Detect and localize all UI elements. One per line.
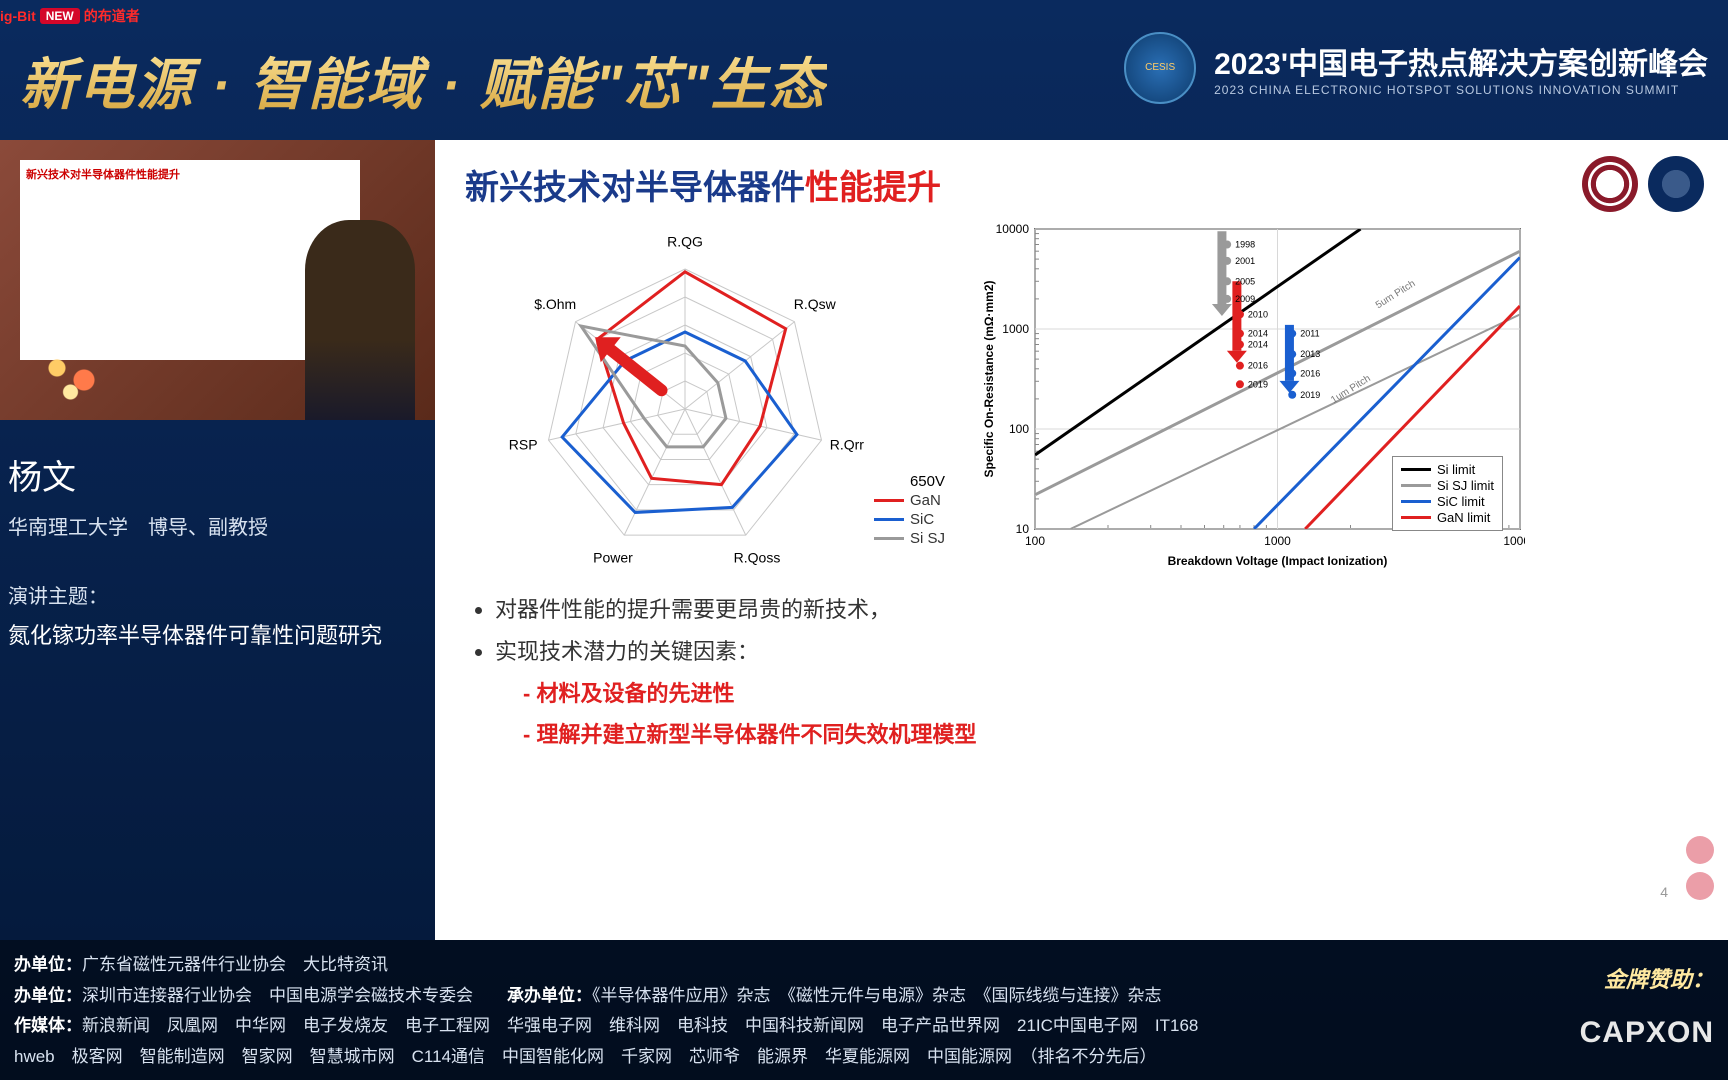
- svg-text:2001: 2001: [1235, 256, 1255, 266]
- svg-text:Breakdown Voltage (Impact Ioni: Breakdown Voltage (Impact Ionization): [1168, 554, 1388, 568]
- brand-new-badge: NEW: [40, 8, 80, 24]
- sponsor-column: 金牌赞助： CAPXON: [1454, 950, 1714, 1070]
- slide-title: 新兴技术对半导体器件性能提升: [465, 160, 1698, 209]
- nav-dots: [1686, 836, 1714, 900]
- svg-text:1000: 1000: [1002, 322, 1029, 336]
- sub-bullet-1: 材料及设备的先进性: [495, 673, 1698, 715]
- legend-gan: GaN limit: [1401, 510, 1494, 525]
- legend-swatch-sic: [1401, 500, 1431, 503]
- speaker-affiliation: 华南理工大学 博导、副教授: [8, 511, 425, 540]
- svg-text:R.Qsw: R.Qsw: [794, 296, 837, 312]
- loglog-legend: Si limit Si SJ limit SiC limit GaN limit: [1392, 456, 1503, 531]
- university-logo-b-icon: [1648, 156, 1704, 212]
- slide-title-b: 性能提升: [805, 169, 941, 207]
- footer-row-2: 办单位：深圳市连接器行业协会 中国电源学会磁技术专委会 承办单位：《半导体器件应…: [14, 981, 1454, 1012]
- university-logo-a-icon: [1582, 156, 1638, 212]
- slide-logos: [1582, 156, 1704, 212]
- svg-text:2013: 2013: [1300, 349, 1320, 359]
- svg-text:R.QG: R.QG: [667, 234, 703, 250]
- svg-text:10000: 10000: [1503, 534, 1525, 548]
- flowers-icon: [30, 350, 120, 410]
- loglog-chart: 10010001000010100100010000Breakdown Volt…: [975, 219, 1525, 579]
- svg-text:10: 10: [1016, 522, 1030, 536]
- legend-swatch-sic: [874, 518, 904, 521]
- svg-text:10000: 10000: [996, 222, 1030, 236]
- main: 新兴技术对半导体器件性能提升 杨文 华南理工大学 博导、副教授 演讲主题： 氮化…: [0, 140, 1728, 940]
- bullet-1: 对器件性能的提升需要更昂贵的新技术，: [495, 589, 1698, 631]
- svg-text:2014: 2014: [1248, 329, 1268, 339]
- footer-row-4: hweb 极客网 智能制造网 智家网 智慧城市网 C114通信 中国智能化网 千…: [14, 1042, 1454, 1073]
- brand-name: ig-Bit: [0, 8, 36, 24]
- legend-swatch-sisj: [1401, 484, 1431, 487]
- svg-text:R.Qoss: R.Qoss: [734, 549, 781, 565]
- svg-text:2014: 2014: [1248, 339, 1268, 349]
- sub-bullet-2: 理解并建立新型半导体器件不同失效机理模型: [495, 714, 1698, 756]
- speaker-photo: 新兴技术对半导体器件性能提升: [0, 140, 435, 420]
- svg-text:2019: 2019: [1248, 379, 1268, 389]
- footer-row-1: 办单位：广东省磁性元器件行业协会 大比特资讯: [14, 950, 1454, 981]
- legend-item-gan: GaN: [874, 492, 945, 509]
- svg-text:2005: 2005: [1235, 276, 1255, 286]
- bullets: 对器件性能的提升需要更昂贵的新技术， 实现技术潜力的关键因素： 材料及设备的先进…: [465, 589, 1698, 756]
- footer: 办单位：广东省磁性元器件行业协会 大比特资讯 办单位：深圳市连接器行业协会 中国…: [0, 940, 1728, 1080]
- summit-title-en: 2023 CHINA ELECTRONIC HOTSPOT SOLUTIONS …: [1214, 83, 1708, 97]
- speaker-column: 新兴技术对半导体器件性能提升 杨文 华南理工大学 博导、副教授 演讲主题： 氮化…: [0, 140, 435, 940]
- speaker-name: 杨文: [8, 450, 425, 499]
- brand-suffix: 的布道者: [84, 6, 140, 26]
- legend-item-sic: SiC: [874, 511, 945, 528]
- svg-text:$.Ohm: $.Ohm: [534, 296, 576, 312]
- legend-swatch-sisj: [874, 537, 904, 540]
- svg-text:Specific On-Resistance (mΩ·mm2: Specific On-Resistance (mΩ·mm2): [982, 280, 996, 477]
- footer-main: 办单位：广东省磁性元器件行业协会 大比特资讯 办单位：深圳市连接器行业协会 中国…: [14, 950, 1454, 1070]
- footer-row-3: 作媒体：新浪新闻 凤凰网 中华网 电子发烧友 电子工程网 华强电子网 维科网 电…: [14, 1011, 1454, 1042]
- radar-legend-header: 650V: [874, 473, 945, 490]
- legend-si: Si limit: [1401, 462, 1494, 477]
- svg-text:2019: 2019: [1300, 390, 1320, 400]
- svg-text:1000: 1000: [1264, 534, 1291, 548]
- speaker-info: 杨文 华南理工大学 博导、副教授 演讲主题： 氮化镓功率半导体器件可靠性问题研究: [0, 420, 435, 662]
- svg-text:Power: Power: [593, 549, 633, 565]
- svg-text:R.Qrr: R.Qrr: [830, 437, 865, 453]
- radar-legend: 650V GaN SiC Si SJ: [874, 473, 945, 549]
- svg-text:2011: 2011: [1300, 329, 1319, 339]
- slogan: 新电源 · 智能域 · 赋能"芯"生态: [20, 40, 827, 121]
- speaker-silhouette-icon: [305, 220, 415, 420]
- sponsor-logo: CAPXON: [1580, 1006, 1714, 1060]
- svg-text:100: 100: [1025, 534, 1045, 548]
- bullet-2: 实现技术潜力的关键因素：: [495, 631, 1698, 673]
- topic-title: 氮化镓功率半导体器件可靠性问题研究: [8, 619, 425, 652]
- summit-logo-icon: CESIS: [1124, 32, 1196, 104]
- legend-swatch-si: [1401, 468, 1431, 471]
- radar-chart: R.QG R.Qsw R.Qrr R.Qoss Power RSP $.Ohm 650V G…: [465, 219, 945, 579]
- legend-swatch-gan: [1401, 516, 1431, 519]
- svg-text:2016: 2016: [1300, 368, 1320, 378]
- photo-slide-title: 新兴技术对半导体器件性能提升: [26, 166, 354, 182]
- charts-row: R.QG R.Qsw R.Qrr R.Qoss Power RSP $.Ohm 650V G…: [465, 219, 1698, 579]
- slide: 新兴技术对半导体器件性能提升 R.QG R.Qsw R.Qrr R.Qoss Power…: [435, 140, 1728, 940]
- svg-text:1998: 1998: [1235, 239, 1255, 249]
- sponsor-label: 金牌赞助：: [1604, 960, 1714, 1000]
- nav-next-icon[interactable]: [1686, 872, 1714, 900]
- topic-label: 演讲主题：: [8, 580, 425, 609]
- nav-prev-icon[interactable]: [1686, 836, 1714, 864]
- svg-text:2009: 2009: [1235, 294, 1255, 304]
- legend-sisj: Si SJ limit: [1401, 478, 1494, 493]
- legend-swatch-gan: [874, 499, 904, 502]
- summit-block: CESIS 2023'中国电子热点解决方案创新峰会 2023 CHINA ELE…: [1124, 32, 1708, 104]
- svg-text:2010: 2010: [1248, 309, 1268, 319]
- svg-text:2016: 2016: [1248, 361, 1268, 371]
- banner: ig-Bit NEW 的布道者 新电源 · 智能域 · 赋能"芯"生态 CESI…: [0, 0, 1728, 135]
- legend-item-sisj: Si SJ: [874, 530, 945, 547]
- slide-title-a: 新兴技术对半导体器件: [465, 169, 805, 207]
- svg-text:RSP: RSP: [509, 437, 538, 453]
- brand-tag: ig-Bit NEW 的布道者: [0, 6, 140, 26]
- page-number: 4: [1660, 884, 1668, 900]
- summit-title-cn: 2023'中国电子热点解决方案创新峰会: [1214, 39, 1708, 83]
- legend-sic: SiC limit: [1401, 494, 1494, 509]
- svg-text:100: 100: [1009, 422, 1029, 436]
